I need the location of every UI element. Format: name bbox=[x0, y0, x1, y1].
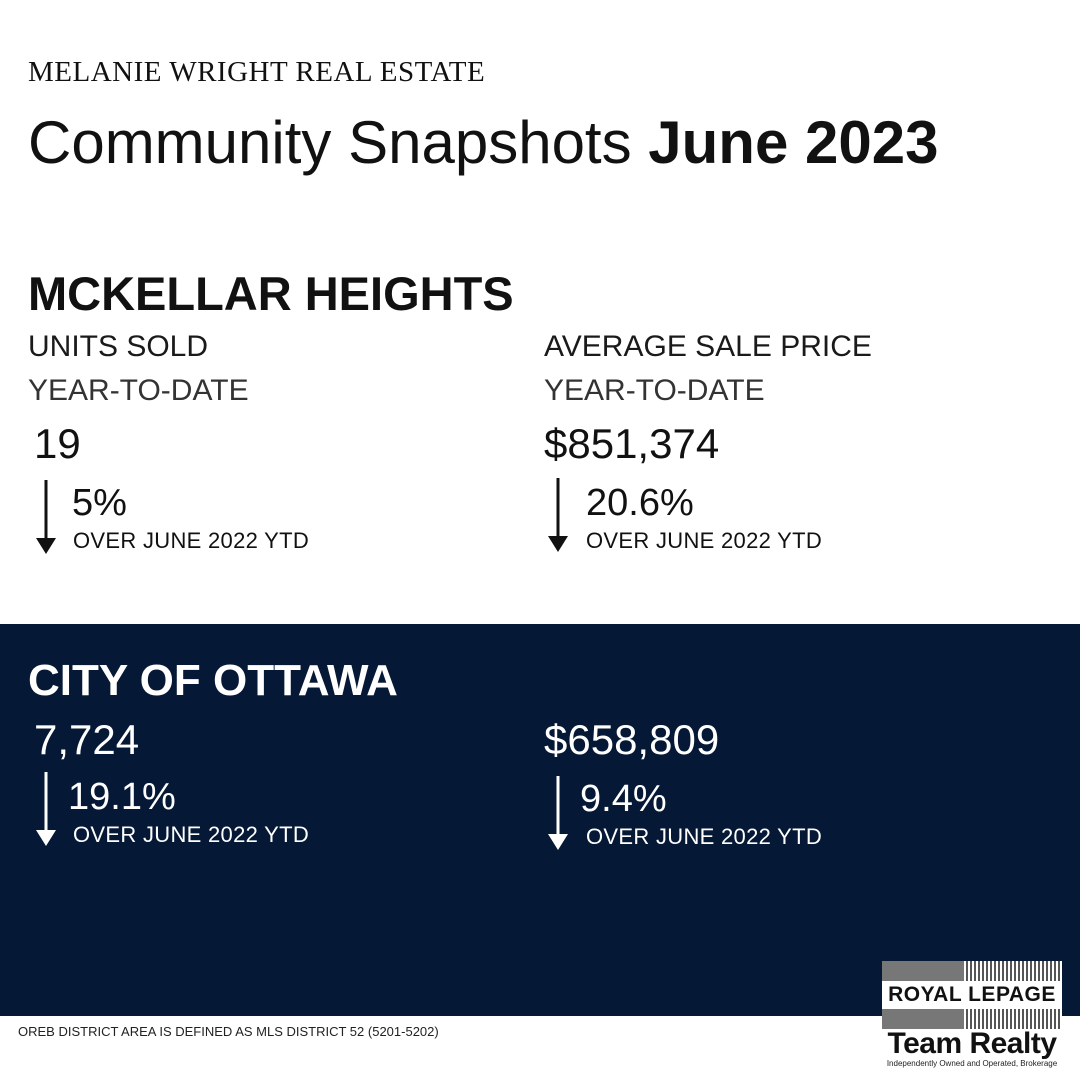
logo-stripes bbox=[882, 1009, 1062, 1029]
page-title: Community Snapshots June 2023 bbox=[28, 108, 938, 177]
city-price-change-pct: 9.4% bbox=[580, 778, 667, 820]
units-sold-value: 19 bbox=[34, 420, 81, 467]
logo-tagline: Independently Owned and Operated, Broker… bbox=[886, 1059, 1058, 1068]
footnote: OREB DISTRICT AREA IS DEFINED AS MLS DIS… bbox=[18, 1024, 439, 1039]
avg-price-value: $851,374 bbox=[544, 420, 720, 467]
community-name: MCKELLAR HEIGHTS bbox=[28, 267, 514, 320]
price-period-label: YEAR-TO-DATE bbox=[544, 374, 765, 407]
title-regular: Community Snapshots bbox=[28, 109, 632, 176]
city-price-value: $658,809 bbox=[544, 716, 720, 763]
units-sold-label: UNITS SOLD bbox=[28, 330, 209, 363]
price-compare-label: OVER JUNE 2022 YTD bbox=[586, 528, 823, 553]
city-units-compare-label: OVER JUNE 2022 YTD bbox=[73, 822, 310, 847]
arrow-down-icon bbox=[34, 478, 58, 556]
arrow-down-icon bbox=[546, 476, 570, 554]
price-change-pct: 20.6% bbox=[586, 482, 694, 524]
avg-price-label: AVERAGE SALE PRICE bbox=[544, 330, 872, 363]
units-period-label: YEAR-TO-DATE bbox=[28, 374, 249, 407]
logo-line2: Team Realty bbox=[887, 1027, 1057, 1060]
brand-name: MELANIE WRIGHT REAL ESTATE bbox=[28, 56, 486, 88]
logo-stripes bbox=[882, 961, 1062, 981]
city-name: CITY OF OTTAWA bbox=[28, 656, 398, 705]
units-compare-label: OVER JUNE 2022 YTD bbox=[73, 528, 310, 553]
city-units-change-pct: 19.1% bbox=[68, 776, 176, 818]
arrow-down-icon bbox=[34, 770, 58, 848]
title-date: June 2023 bbox=[648, 109, 939, 176]
city-units-value: 7,724 bbox=[34, 716, 140, 763]
city-price-compare-label: OVER JUNE 2022 YTD bbox=[586, 824, 823, 849]
arrow-down-icon bbox=[546, 774, 570, 852]
city-panel: CITY OF OTTAWA 7,724 19.1% OVER JUNE 202… bbox=[0, 624, 1080, 1016]
brokerage-logo: ROYAL LEPAGE Team Realty Independently O… bbox=[882, 961, 1062, 1071]
units-change-pct: 5% bbox=[72, 482, 127, 524]
logo-line1: ROYAL LEPAGE bbox=[888, 983, 1056, 1006]
